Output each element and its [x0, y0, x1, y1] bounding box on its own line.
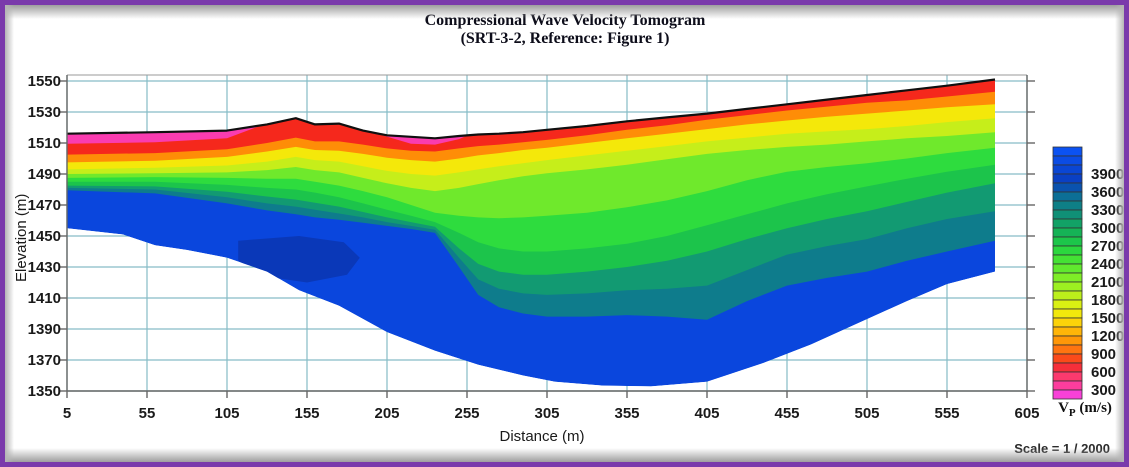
colorbar-cell — [1052, 335, 1083, 346]
colorbar-tick-label: 3900 — [1091, 166, 1124, 183]
colorbar-tick-label: 3600 — [1091, 184, 1124, 201]
colorbar-cell — [1052, 200, 1083, 211]
colorbar-cell — [1052, 245, 1083, 256]
colorbar-cell — [1052, 353, 1083, 364]
colorbar-tick-label: 2100 — [1091, 274, 1124, 291]
y-tick-label: 1550 — [28, 73, 61, 90]
tomogram-section — [67, 79, 995, 387]
y-tick-label: 1530 — [28, 104, 61, 121]
x-tick-label: 405 — [694, 405, 719, 422]
colorbar-cell — [1052, 146, 1083, 157]
velocity-zone-red-900 — [67, 79, 995, 155]
scale-note: Scale = 1 / 2000 — [1014, 441, 1110, 456]
y-tick-label: 1410 — [28, 290, 61, 307]
colorbar-cell — [1052, 290, 1083, 301]
colorbar-title: VP (m/s) — [1035, 400, 1124, 419]
colorbar-cell — [1052, 155, 1083, 166]
velocity-zone-yellow-1800 — [67, 79, 995, 176]
x-tick-label: 155 — [294, 405, 319, 422]
y-tick-label: 1430 — [28, 259, 61, 276]
colorbar-cell — [1052, 389, 1083, 400]
colorbar-cell — [1052, 263, 1083, 274]
x-tick-label: 505 — [854, 405, 879, 422]
colorbar-cell — [1052, 173, 1083, 184]
colorbar-title-symbol: V — [1058, 400, 1069, 416]
colorbar-tick-label: 2400 — [1091, 256, 1124, 273]
x-tick-label: 55 — [139, 405, 156, 422]
colorbar-cell — [1052, 317, 1083, 328]
colorbar-cell — [1052, 191, 1083, 202]
colorbar-tick-label: 3300 — [1091, 202, 1124, 219]
y-tick-label: 1490 — [28, 166, 61, 183]
colorbar-cell — [1052, 308, 1083, 319]
x-tick-label: 105 — [214, 405, 239, 422]
colorbar-cell — [1052, 362, 1083, 373]
colorbar-cell — [1052, 380, 1083, 391]
x-tick-label: 205 — [374, 405, 399, 422]
colorbar-cell — [1052, 371, 1083, 382]
x-axis-label: Distance (m) — [499, 428, 585, 445]
colorbar-cell — [1052, 299, 1083, 310]
colorbar-tick-label: 900 — [1091, 346, 1116, 363]
colorbar-tick-label: 300 — [1091, 382, 1116, 399]
y-tick-label: 1390 — [28, 321, 61, 338]
colorbar-cell — [1052, 182, 1083, 193]
tomogram-chart: 1350 1370 1390 1410 1430 1450 1470 1490 1510 1530… — [28, 73, 1124, 422]
colorbar-tick-label: 1800 — [1091, 292, 1124, 309]
colorbar-cell — [1052, 209, 1083, 220]
colorbar-tick-label: 600 — [1091, 364, 1116, 381]
y-axis-label: Elevation (m) — [13, 193, 30, 283]
x-tick-label: 605 — [1014, 405, 1039, 422]
y-tick-label: 1510 — [28, 135, 61, 152]
colorbar-cell — [1052, 254, 1083, 265]
velocity-zone-dark-blue-patch — [238, 236, 360, 283]
colorbar-cell — [1052, 326, 1083, 337]
colorbar-cell — [1052, 272, 1083, 283]
colorbar-tick-label: 2700 — [1091, 238, 1124, 255]
chart-title-line2: (SRT-3-2, Reference: Figure 1) — [460, 30, 670, 47]
x-tick-label: 555 — [934, 405, 959, 422]
colorbar-cell — [1052, 227, 1083, 238]
topography-line — [66, 78, 996, 140]
x-tick-label: 305 — [534, 405, 559, 422]
colorbar-cell — [1052, 236, 1083, 247]
colorbar-tick-label: 1500 — [1091, 310, 1124, 327]
colorbar-title-subscript: P — [1068, 407, 1076, 419]
y-tick-label: 1350 — [28, 383, 61, 400]
velocity-zone-orange-1350 — [67, 79, 995, 163]
colorbar-cell — [1052, 281, 1083, 292]
x-tick-label: 455 — [774, 405, 799, 422]
colorbar-tick-label: 1200 — [1091, 328, 1124, 345]
x-tick-label: 255 — [454, 405, 479, 422]
colorbar-cell — [1052, 344, 1083, 355]
y-tick-label: 1370 — [28, 352, 61, 369]
colorbar-tick-label: 3000 — [1091, 220, 1124, 237]
chart-title: Compressional Wave Velocity Tomogram (SR… — [65, 12, 1065, 48]
colorbar-cell — [1052, 164, 1083, 175]
velocity-zone-pink-450-left — [67, 125, 259, 144]
colorbar-cell — [1052, 218, 1083, 229]
colorbar: 3900360033003000270024002100180015001200… — [1052, 146, 1124, 400]
chart-title-line1: Compressional Wave Velocity Tomogram — [424, 12, 706, 29]
y-tick-label: 1470 — [28, 197, 61, 214]
y-tick-label: 1450 — [28, 228, 61, 245]
colorbar-title-unit: (m/s) — [1075, 400, 1112, 416]
x-tick-label: 5 — [63, 405, 71, 422]
axes: 1350 1370 1390 1410 1430 1450 1470 1490 1510 1530… — [28, 73, 1040, 422]
x-tick-label: 355 — [614, 405, 639, 422]
